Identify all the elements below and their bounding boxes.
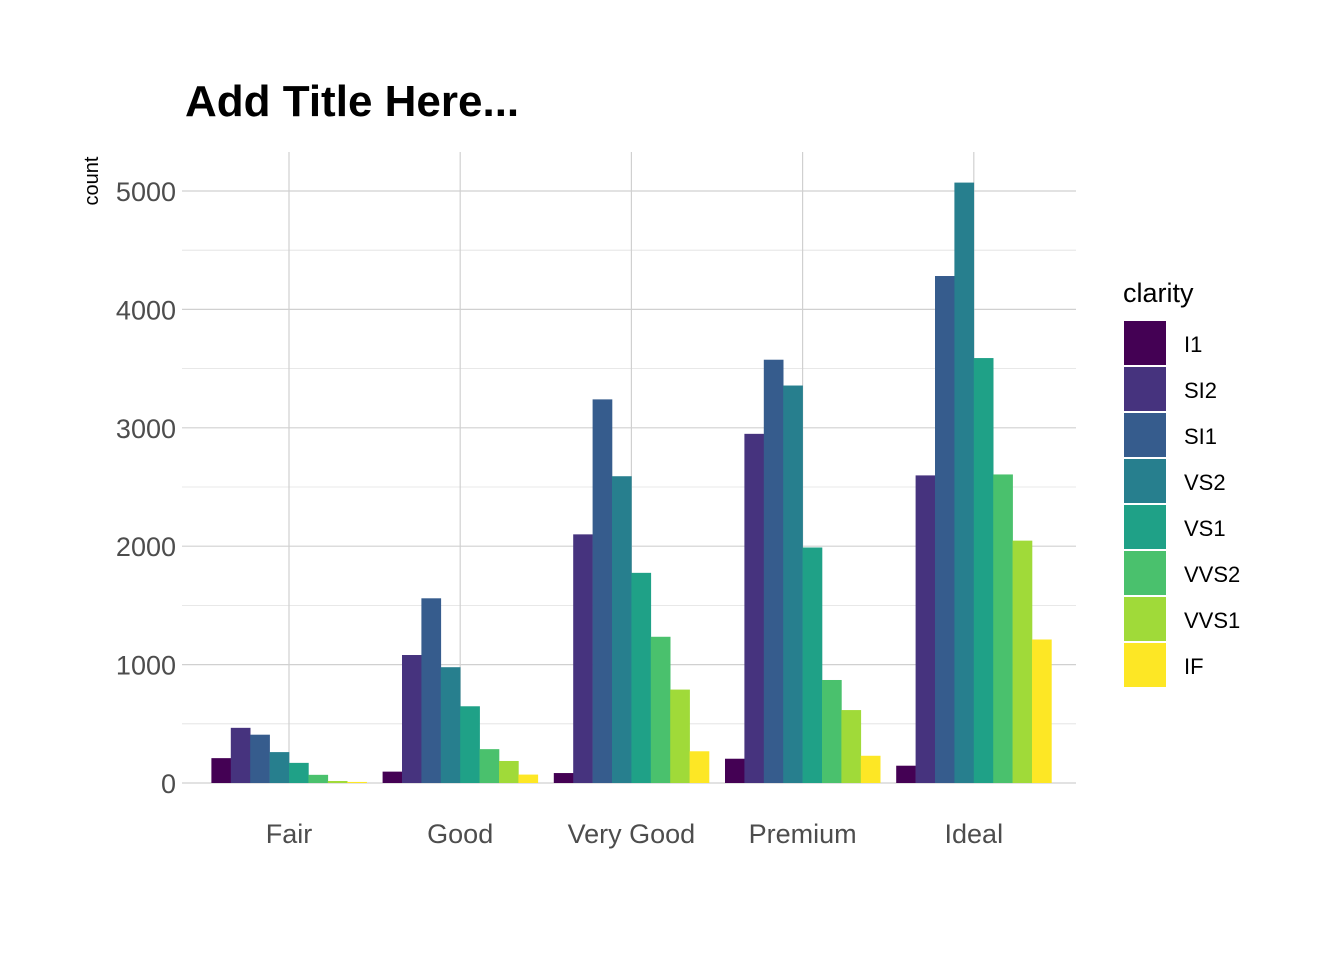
y-tick-label: 2000 (116, 532, 176, 562)
y-tick-label: 0 (161, 769, 176, 799)
legend-key-vvs1 (1124, 597, 1166, 641)
bar-if-good (518, 774, 539, 783)
bar-vs1-good (460, 706, 480, 783)
bar-vvs1-premium (841, 710, 862, 783)
y-tick-label: 4000 (116, 295, 176, 325)
legend-label-vs2: VS2 (1184, 470, 1226, 495)
y-tick-label: 1000 (116, 651, 176, 681)
bar-if-fair (347, 781, 367, 783)
bar-vs1-very-good (631, 572, 652, 783)
x-tick-label: Ideal (945, 819, 1004, 849)
bar-vs2-very-good (612, 476, 632, 783)
legend-key-vs2 (1124, 459, 1166, 503)
bar-vvs2-ideal (993, 474, 1013, 783)
bar-si2-premium (744, 433, 765, 783)
legend-key-si2 (1124, 367, 1166, 411)
legend-label-vs1: VS1 (1184, 516, 1226, 541)
bar-si2-good (402, 655, 422, 783)
y-axis-label: count (81, 156, 103, 205)
bar-if-very-good (689, 751, 710, 783)
legend-key-if (1124, 643, 1166, 687)
bar-if-ideal (1032, 639, 1052, 783)
legend-label-if: IF (1184, 654, 1204, 679)
bar-si1-ideal (935, 276, 955, 783)
bar-vs2-ideal (954, 182, 975, 784)
x-tick-label: Good (427, 819, 493, 849)
bar-vvs1-fair (327, 780, 348, 783)
bar-vvs1-good (499, 760, 519, 783)
bar-i1-fair (211, 758, 232, 783)
x-tick-label: Very Good (568, 819, 696, 849)
bar-vs2-premium (783, 385, 803, 783)
bar-si1-fair (250, 734, 270, 783)
legend-key-si1 (1124, 413, 1166, 457)
x-tick-label: Premium (749, 819, 857, 849)
bar-vs1-fair (289, 762, 309, 783)
bar-vs1-ideal (973, 358, 994, 783)
bar-vvs2-fair (308, 774, 329, 783)
bar-vs2-good (440, 667, 461, 783)
bar-vvs1-very-good (670, 689, 690, 783)
legend-label-vvs1: VVS1 (1184, 608, 1240, 633)
legend-title: clarity (1123, 278, 1194, 308)
bar-si1-premium (763, 359, 784, 783)
legend-label-si2: SI2 (1184, 378, 1217, 403)
bar-vvs2-very-good (650, 636, 671, 783)
bar-i1-premium (725, 758, 745, 783)
legend-key-vvs2 (1124, 551, 1166, 595)
legend: clarity I1 SI2 SI1 VS2 VS1 VVS2 VVS1 IF (1123, 278, 1240, 687)
legend-label-vvs2: VVS2 (1184, 562, 1240, 587)
x-tick-labels: Fair Good Very Good Premium Ideal (266, 819, 1003, 849)
bar-i1-ideal (896, 765, 916, 783)
y-tick-label: 5000 (116, 177, 176, 207)
bar-i1-good (382, 771, 403, 783)
bar-vvs2-good (479, 749, 500, 783)
legend-label-si1: SI1 (1184, 424, 1217, 449)
bar-si1-very-good (592, 399, 613, 783)
legend-key-vs1 (1124, 505, 1166, 549)
bar-si2-ideal (915, 475, 936, 783)
legend-label-i1: I1 (1184, 332, 1202, 357)
chart-title: Add Title Here... (185, 77, 519, 126)
bar-si2-very-good (573, 534, 593, 783)
bar-vvs2-premium (822, 679, 842, 783)
bar-if-premium (860, 755, 881, 783)
bar-si2-fair (230, 727, 251, 783)
bar-vs2-fair (269, 752, 290, 783)
bar-i1-very-good (553, 773, 574, 783)
legend-key-i1 (1124, 321, 1166, 365)
y-tick-label: 3000 (116, 414, 176, 444)
bar-vs1-premium (802, 547, 823, 783)
y-tick-labels: 0 1000 2000 3000 4000 5000 (116, 177, 176, 799)
bars (211, 182, 1052, 784)
bar-vvs1-ideal (1012, 540, 1033, 783)
bar-si1-good (421, 598, 442, 783)
x-tick-label: Fair (266, 819, 313, 849)
